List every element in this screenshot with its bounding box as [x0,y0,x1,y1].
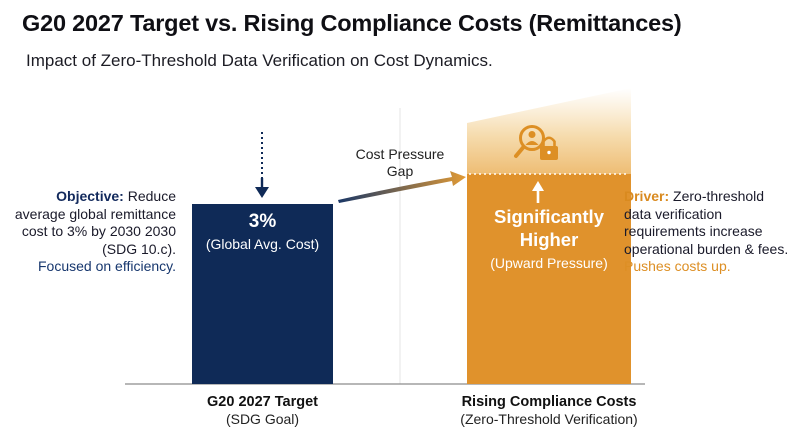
driver-note: Driver: Zero-threshold data verification… [624,188,794,276]
category-name: G20 2027 Target [207,394,318,410]
bar-value-label-target: 3% (Global Avg. Cost) [192,211,333,252]
bar-value-main: 3% [248,211,277,232]
driver-accent: Pushes costs up. [624,258,731,274]
objective-text: Reduce average global remittance cost to… [14,188,176,257]
objective-accent: Focused on efficiency. [37,258,176,274]
chart-title: G20 2027 Target vs. Rising Compliance Co… [22,10,682,36]
arrow-up-icon [532,181,544,203]
bar-value-sub: (Upward Pressure) [490,255,608,271]
bar-compliance-costs [467,174,631,384]
search-person-lock-icon [514,125,558,160]
bar-value-sub: (Global Avg. Cost) [205,236,320,252]
objective-note: Objective: Reduce average global remitta… [10,188,176,276]
category-label-target: G20 2027 Target (SDG Goal) [172,394,353,427]
bar-g20-target [192,204,333,384]
bar-value-main: Significantly Higher [494,206,604,250]
objective-key: Objective: [56,188,124,204]
arrow-down-icon [255,132,269,198]
chart-subtitle: Impact of Zero-Threshold Data Verificati… [26,51,493,70]
category-name: Rising Compliance Costs [461,394,637,410]
driver-text: Zero-threshold data verification require… [624,188,789,257]
category-label-compliance: Rising Compliance Costs (Zero-Threshold … [429,394,669,427]
gap-label: Cost Pressure Gap [355,146,445,179]
category-sub: (Zero-Threshold Verification) [460,411,638,427]
gap-arrow-icon [338,171,466,203]
bar-compliance-fade [467,88,631,174]
driver-key: Driver: [624,188,670,204]
bar-value-label-compliance: Significantly Higher (Upward Pressure) [467,205,631,271]
category-sub: (SDG Goal) [225,411,300,427]
